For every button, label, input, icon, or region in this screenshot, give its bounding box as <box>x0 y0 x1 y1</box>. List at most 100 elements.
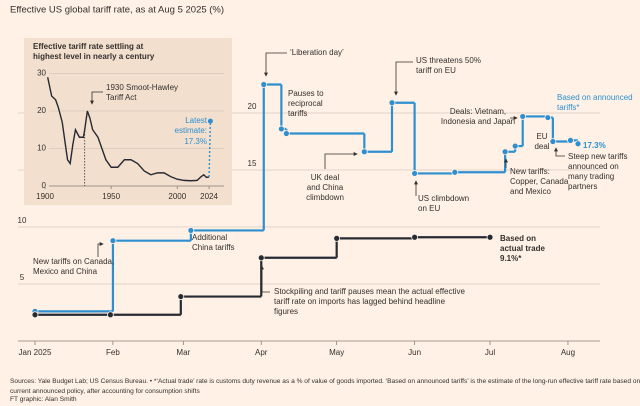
annotation: China tariffs <box>192 243 235 252</box>
annotation: deal <box>534 142 549 151</box>
y-tick-label: 30 <box>37 69 46 78</box>
point <box>360 148 368 156</box>
leader <box>394 61 413 96</box>
annotation: Stockpiling and tariff pauses mean the a… <box>274 287 465 296</box>
leader <box>260 265 270 293</box>
annotation: Mexico and China <box>33 267 98 276</box>
value-label: 17.3% <box>184 137 207 146</box>
point <box>257 254 265 262</box>
point <box>451 168 459 176</box>
point <box>574 140 582 148</box>
x-tick-label: May <box>329 348 344 357</box>
point <box>549 138 557 145</box>
y-tick-label: 5 <box>20 273 25 282</box>
annotation: announced on <box>568 162 619 171</box>
x-tick-label: Jul <box>485 348 495 357</box>
annotation: climbdown <box>306 193 344 202</box>
annotation: 1930 Smoot-Hawley <box>106 83 178 92</box>
annotation: Pauses to <box>288 89 324 98</box>
x-tick-label: Apr <box>255 348 268 357</box>
y-tick-label: 0 <box>42 181 47 190</box>
line <box>46 77 210 182</box>
annotation: and Mexico <box>510 187 551 196</box>
value-label: 9.1%* <box>500 254 522 263</box>
annotation: Latest <box>185 116 208 125</box>
annotation: UK deal <box>311 173 340 182</box>
annotation: Indonesia and Japan <box>441 117 515 126</box>
inset-panel <box>24 38 232 205</box>
annotation: figures <box>274 307 298 316</box>
point <box>411 233 419 241</box>
point <box>511 142 519 150</box>
annotation: on EU <box>418 204 440 213</box>
series-label: Based on announced tariffs* <box>557 93 635 112</box>
y-tick-label: 15 <box>248 159 257 168</box>
annotation: New tariffs on Canada, <box>33 257 114 266</box>
point <box>501 148 509 156</box>
annotation: New tariffs: <box>510 167 550 176</box>
y-tick-label: 20 <box>248 102 257 111</box>
annotation: US climbdown <box>418 194 469 203</box>
annotation-leaders <box>97 52 565 293</box>
series <box>31 81 582 315</box>
chart-title: Effective US global tariff rate, as at A… <box>10 5 224 16</box>
point <box>260 81 268 88</box>
annotation: many trading <box>568 172 614 181</box>
point <box>282 130 290 137</box>
point <box>277 125 285 133</box>
inset-title: Effective tariff rate settling at highes… <box>33 42 155 61</box>
point <box>31 311 39 319</box>
point <box>333 234 341 242</box>
annotation: Copper, Canada <box>510 177 569 186</box>
x-tick-label: 2024 <box>200 192 218 201</box>
y-tick-label: 10 <box>37 144 46 153</box>
point <box>486 233 494 241</box>
y-tick-label: 20 <box>37 106 46 115</box>
annotation: tariffs <box>288 109 307 118</box>
point <box>567 136 574 144</box>
series-label: Based on actual trade <box>500 234 545 253</box>
x-tick-label: 1900 <box>36 192 54 201</box>
annotation: estimate: <box>175 126 207 135</box>
point <box>177 293 185 300</box>
source-note: Sources: Yale Budget Lab; US Census Bure… <box>10 378 640 385</box>
annotation: Steep new tariffs <box>568 152 627 161</box>
x-tick-label: Feb <box>106 348 120 357</box>
x-tick-label: Mar <box>176 348 190 357</box>
x-tick-label: 2000 <box>168 192 186 201</box>
annotation: EU <box>536 132 547 141</box>
x-tick-label: Jan 2025 <box>19 348 52 357</box>
line <box>208 121 212 178</box>
point <box>107 311 114 319</box>
leader <box>90 91 103 105</box>
point <box>187 227 195 234</box>
source-note: current announced policy, after accounti… <box>10 388 200 395</box>
annotation: Additional <box>192 233 227 242</box>
point <box>544 114 552 121</box>
annotation: Tariff Act <box>106 93 137 102</box>
x-tick-label: Aug <box>561 348 575 357</box>
annotation: reciprocal <box>288 99 323 108</box>
point <box>207 118 213 124</box>
point <box>109 237 117 245</box>
point <box>388 99 396 107</box>
annotation: ‘Liberation day’ <box>290 48 344 57</box>
leader <box>324 152 358 169</box>
x-tick-label: 1950 <box>102 192 120 201</box>
annotation: US threatens 50% <box>416 56 481 65</box>
annotation: tariff on EU <box>416 66 456 75</box>
annotation: tariff rate on imports has lagged behind… <box>274 297 446 306</box>
value-label: 17.3% <box>583 141 606 150</box>
point <box>411 170 419 177</box>
x-tick-label: Jun <box>408 348 421 357</box>
credit: FT graphic: Alan Smith <box>10 396 77 403</box>
annotation: Deals: Vietnam, <box>450 107 506 116</box>
series <box>31 233 494 319</box>
point <box>519 113 527 120</box>
inset-chart: Effective tariff rate settling at highes… <box>24 38 232 205</box>
leader <box>554 147 565 157</box>
y-tick-label: 10 <box>18 216 27 225</box>
annotation: and China <box>307 183 344 192</box>
leader <box>264 52 287 77</box>
